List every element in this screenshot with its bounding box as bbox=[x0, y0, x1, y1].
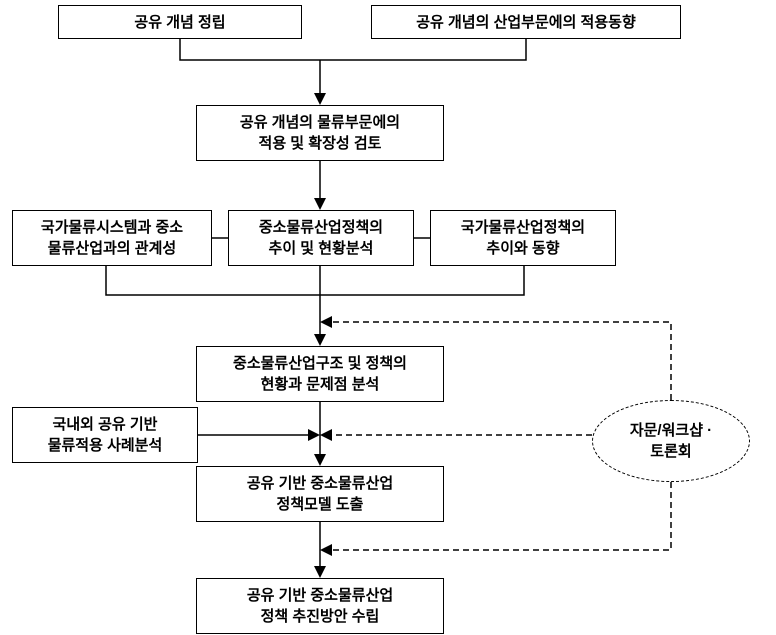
node-label: 공유 개념의 산업부문에의 적용동향 bbox=[416, 12, 636, 33]
node-logistics-extension-review: 공유 개념의 물류부문에의적용 및 확장성 검토 bbox=[196, 105, 444, 161]
node-national-policy-trend: 국가물류산업정책의추이와 동향 bbox=[430, 210, 616, 266]
node-label: 국가물류산업정책의추이와 동향 bbox=[461, 217, 585, 259]
node-label: 공유 개념 정립 bbox=[134, 12, 225, 33]
node-structure-policy-issues: 중소물류산업구조 및 정책의현황과 문제점 분석 bbox=[196, 346, 444, 402]
node-label: 공유 기반 중소물류산업정책모델 도출 bbox=[247, 473, 393, 515]
flow-connectors bbox=[0, 0, 776, 635]
node-industry-application-trend: 공유 개념의 산업부문에의 적용동향 bbox=[371, 5, 681, 39]
node-policy-model-derivation: 공유 기반 중소물류산업정책모델 도출 bbox=[196, 466, 444, 522]
node-concept-definition: 공유 개념 정립 bbox=[58, 5, 302, 39]
node-label: 중소물류산업구조 및 정책의현황과 문제점 분석 bbox=[233, 353, 407, 395]
node-label: 국내외 공유 기반물류적용 사례분석 bbox=[48, 414, 163, 456]
node-label: 공유 개념의 물류부문에의적용 및 확장성 검토 bbox=[240, 112, 400, 154]
node-label: 국가물류시스템과 중소물류산업과의 관계성 bbox=[41, 217, 183, 259]
node-national-system-relation: 국가물류시스템과 중소물류산업과의 관계성 bbox=[12, 210, 212, 266]
node-case-analysis: 국내외 공유 기반물류적용 사례분석 bbox=[12, 407, 198, 463]
node-label: 공유 기반 중소물류산업정책 추진방안 수립 bbox=[247, 585, 393, 627]
node-sme-policy-trend-analysis: 중소물류산업정책의추이 및 현황분석 bbox=[228, 210, 414, 266]
node-advisory-workshop: 자문/워크샵 ·토론회 bbox=[592, 400, 750, 482]
node-label: 자문/워크샵 ·토론회 bbox=[630, 420, 712, 462]
node-policy-implementation-plan: 공유 기반 중소물류산업정책 추진방안 수립 bbox=[196, 578, 444, 634]
node-label: 중소물류산업정책의추이 및 현황분석 bbox=[259, 217, 383, 259]
